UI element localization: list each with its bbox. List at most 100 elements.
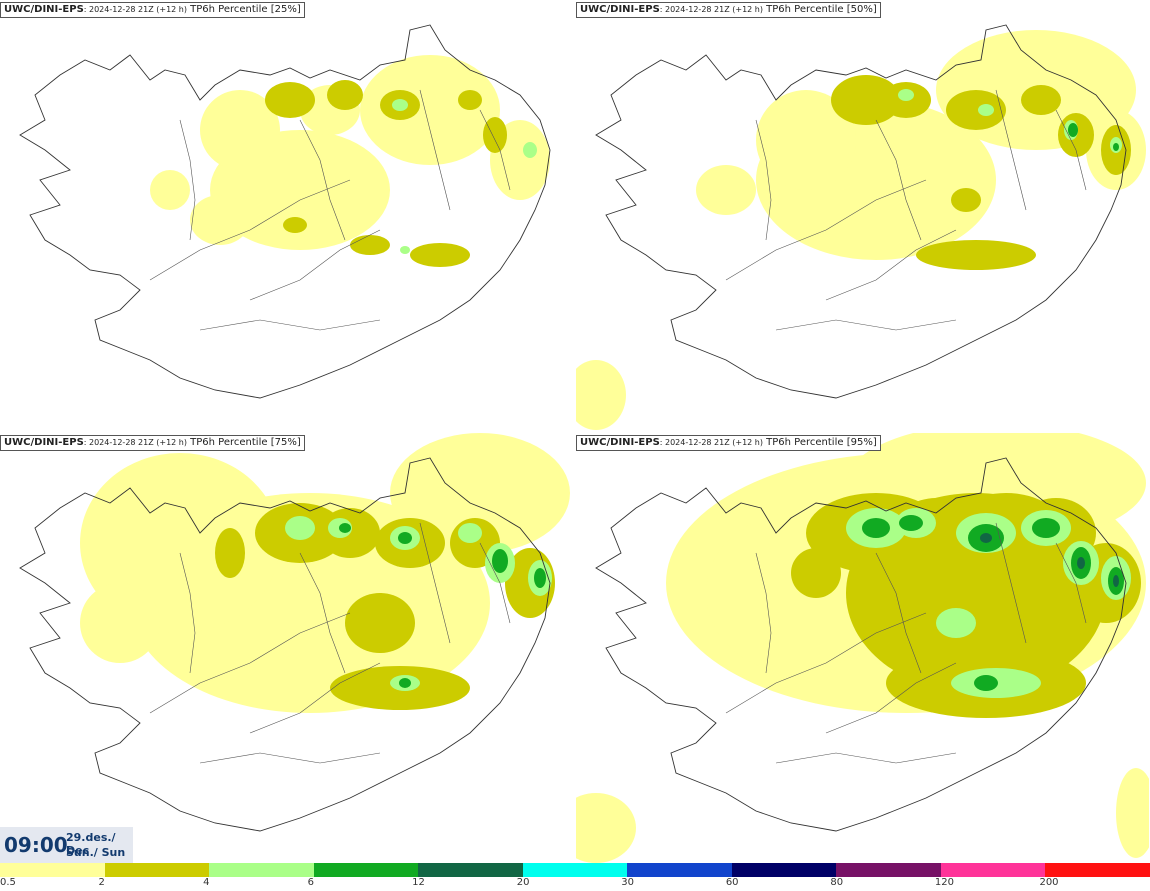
precip-contour	[936, 608, 976, 638]
valid-time-day: Sun./ Sun	[66, 846, 126, 859]
precip-contour	[862, 518, 890, 538]
colorbar-swatch	[627, 863, 732, 877]
colorbar-tick-label: 200	[1039, 877, 1059, 888]
precip-contour	[483, 117, 507, 153]
panel-title-p95: UWC/DINI-EPS: 2024-12-28 21Z (+12 h) TP6…	[576, 435, 881, 451]
precip-contour	[523, 142, 537, 158]
precip-contour	[831, 75, 901, 125]
precip-contour	[1113, 143, 1119, 151]
border-line	[755, 552, 772, 674]
precip-contour	[946, 90, 1006, 130]
colorbar-ticks: 0.5 2 4 6 12 20 30 60 80 120 200	[0, 877, 1150, 891]
precip-contour	[980, 533, 992, 543]
border-line	[199, 752, 381, 764]
precip-contour	[265, 82, 315, 118]
panel-title-p25: UWC/DINI-EPS: 2024-12-28 21Z (+12 h) TP6…	[0, 2, 305, 18]
precip-contour	[696, 165, 756, 215]
precip-contour	[80, 583, 160, 663]
border-line	[419, 522, 451, 644]
precip-contour	[576, 793, 636, 863]
colorbar-swatch	[522, 863, 628, 877]
map-panel-p50: UWC/DINI-EPS: 2024-12-28 21Z (+12 h) TP6…	[576, 0, 1149, 430]
precip-contour	[350, 235, 390, 255]
colorbar-swatch	[209, 863, 314, 877]
precip-contour	[360, 55, 500, 165]
precip-contour	[283, 217, 307, 233]
precip-map-p75	[19, 433, 570, 832]
colorbar-tick-label: 2	[98, 877, 105, 888]
valid-time-box: 09:00 29.des./ Dec Sun./ Sun	[0, 827, 133, 863]
border-line	[1055, 542, 1087, 624]
panel-title-p75: UWC/DINI-EPS: 2024-12-28 21Z (+12 h) TP6…	[0, 435, 305, 451]
precip-contour	[1077, 557, 1085, 569]
precip-contour	[215, 528, 245, 578]
colorbar-swatch	[940, 863, 1046, 877]
precip-contour	[1068, 123, 1078, 137]
coastline	[595, 24, 1127, 399]
precip-map-p25	[19, 24, 551, 399]
border-line	[479, 109, 511, 191]
precip-contour	[978, 104, 994, 116]
coastline	[19, 24, 551, 399]
precip-contour	[916, 240, 1036, 270]
colorbar-swatch	[836, 863, 941, 877]
precip-contour	[1116, 768, 1149, 858]
precip-contour	[398, 532, 412, 544]
colorbar-tick-label: 6	[307, 877, 314, 888]
map-panel-p75: UWC/DINI-EPS: 2024-12-28 21Z (+12 h) TP6…	[0, 433, 573, 863]
border-line	[179, 552, 196, 674]
border-line	[249, 229, 381, 301]
border-line	[479, 542, 511, 624]
precip-map-p95	[576, 433, 1149, 863]
border-line	[775, 752, 957, 764]
precip-contour	[576, 360, 626, 430]
border-line	[149, 179, 351, 281]
precip-contour	[390, 433, 570, 553]
precip-contour	[534, 568, 546, 588]
coastline	[19, 457, 551, 832]
colorbar-swatch	[731, 863, 837, 877]
valid-time-date: 29.des./ Dec	[66, 831, 116, 857]
precip-contour	[458, 90, 482, 110]
panel-title-p50: UWC/DINI-EPS: 2024-12-28 21Z (+12 h) TP6…	[576, 2, 881, 18]
precip-colorbar	[0, 863, 1150, 877]
precip-contour	[190, 195, 250, 245]
border-line	[725, 179, 927, 281]
colorbar-swatch	[418, 863, 523, 877]
colorbar-swatch	[313, 863, 419, 877]
colorbar-tick-label: 60	[725, 877, 739, 888]
border-line	[995, 89, 1027, 211]
border-line	[1055, 109, 1087, 191]
precip-contour	[492, 549, 508, 573]
colorbar-swatch	[1045, 863, 1150, 877]
border-line	[249, 662, 381, 734]
map-panel-p25: UWC/DINI-EPS: 2024-12-28 21Z (+12 h) TP6…	[0, 0, 573, 430]
precip-contour	[458, 523, 482, 543]
border-line	[755, 119, 772, 241]
border-line	[419, 89, 451, 211]
precip-contour	[1021, 85, 1061, 115]
precip-contour	[150, 170, 190, 210]
border-line	[875, 119, 922, 241]
precip-map-p50	[576, 24, 1146, 430]
colorbar-swatch	[0, 863, 105, 877]
colorbar-tick-label: 20	[516, 877, 530, 888]
precip-contour	[756, 90, 856, 190]
border-line	[875, 552, 922, 674]
precip-contour	[392, 99, 408, 111]
border-line	[825, 662, 957, 734]
border-line	[179, 119, 196, 241]
colorbar-tick-label: 80	[830, 877, 844, 888]
precip-contour	[285, 516, 315, 540]
map-panel-p95: UWC/DINI-EPS: 2024-12-28 21Z (+12 h) TP6…	[576, 433, 1149, 863]
precip-contour	[1032, 518, 1060, 538]
border-line	[299, 552, 346, 674]
border-line	[299, 119, 346, 241]
precip-contour	[200, 90, 280, 170]
precip-contour	[345, 593, 415, 653]
precip-contour	[327, 80, 363, 110]
colorbar-tick-label: 120	[934, 877, 954, 888]
precip-contour	[974, 675, 998, 691]
precip-contour	[1113, 575, 1119, 587]
coastline	[595, 457, 1127, 832]
